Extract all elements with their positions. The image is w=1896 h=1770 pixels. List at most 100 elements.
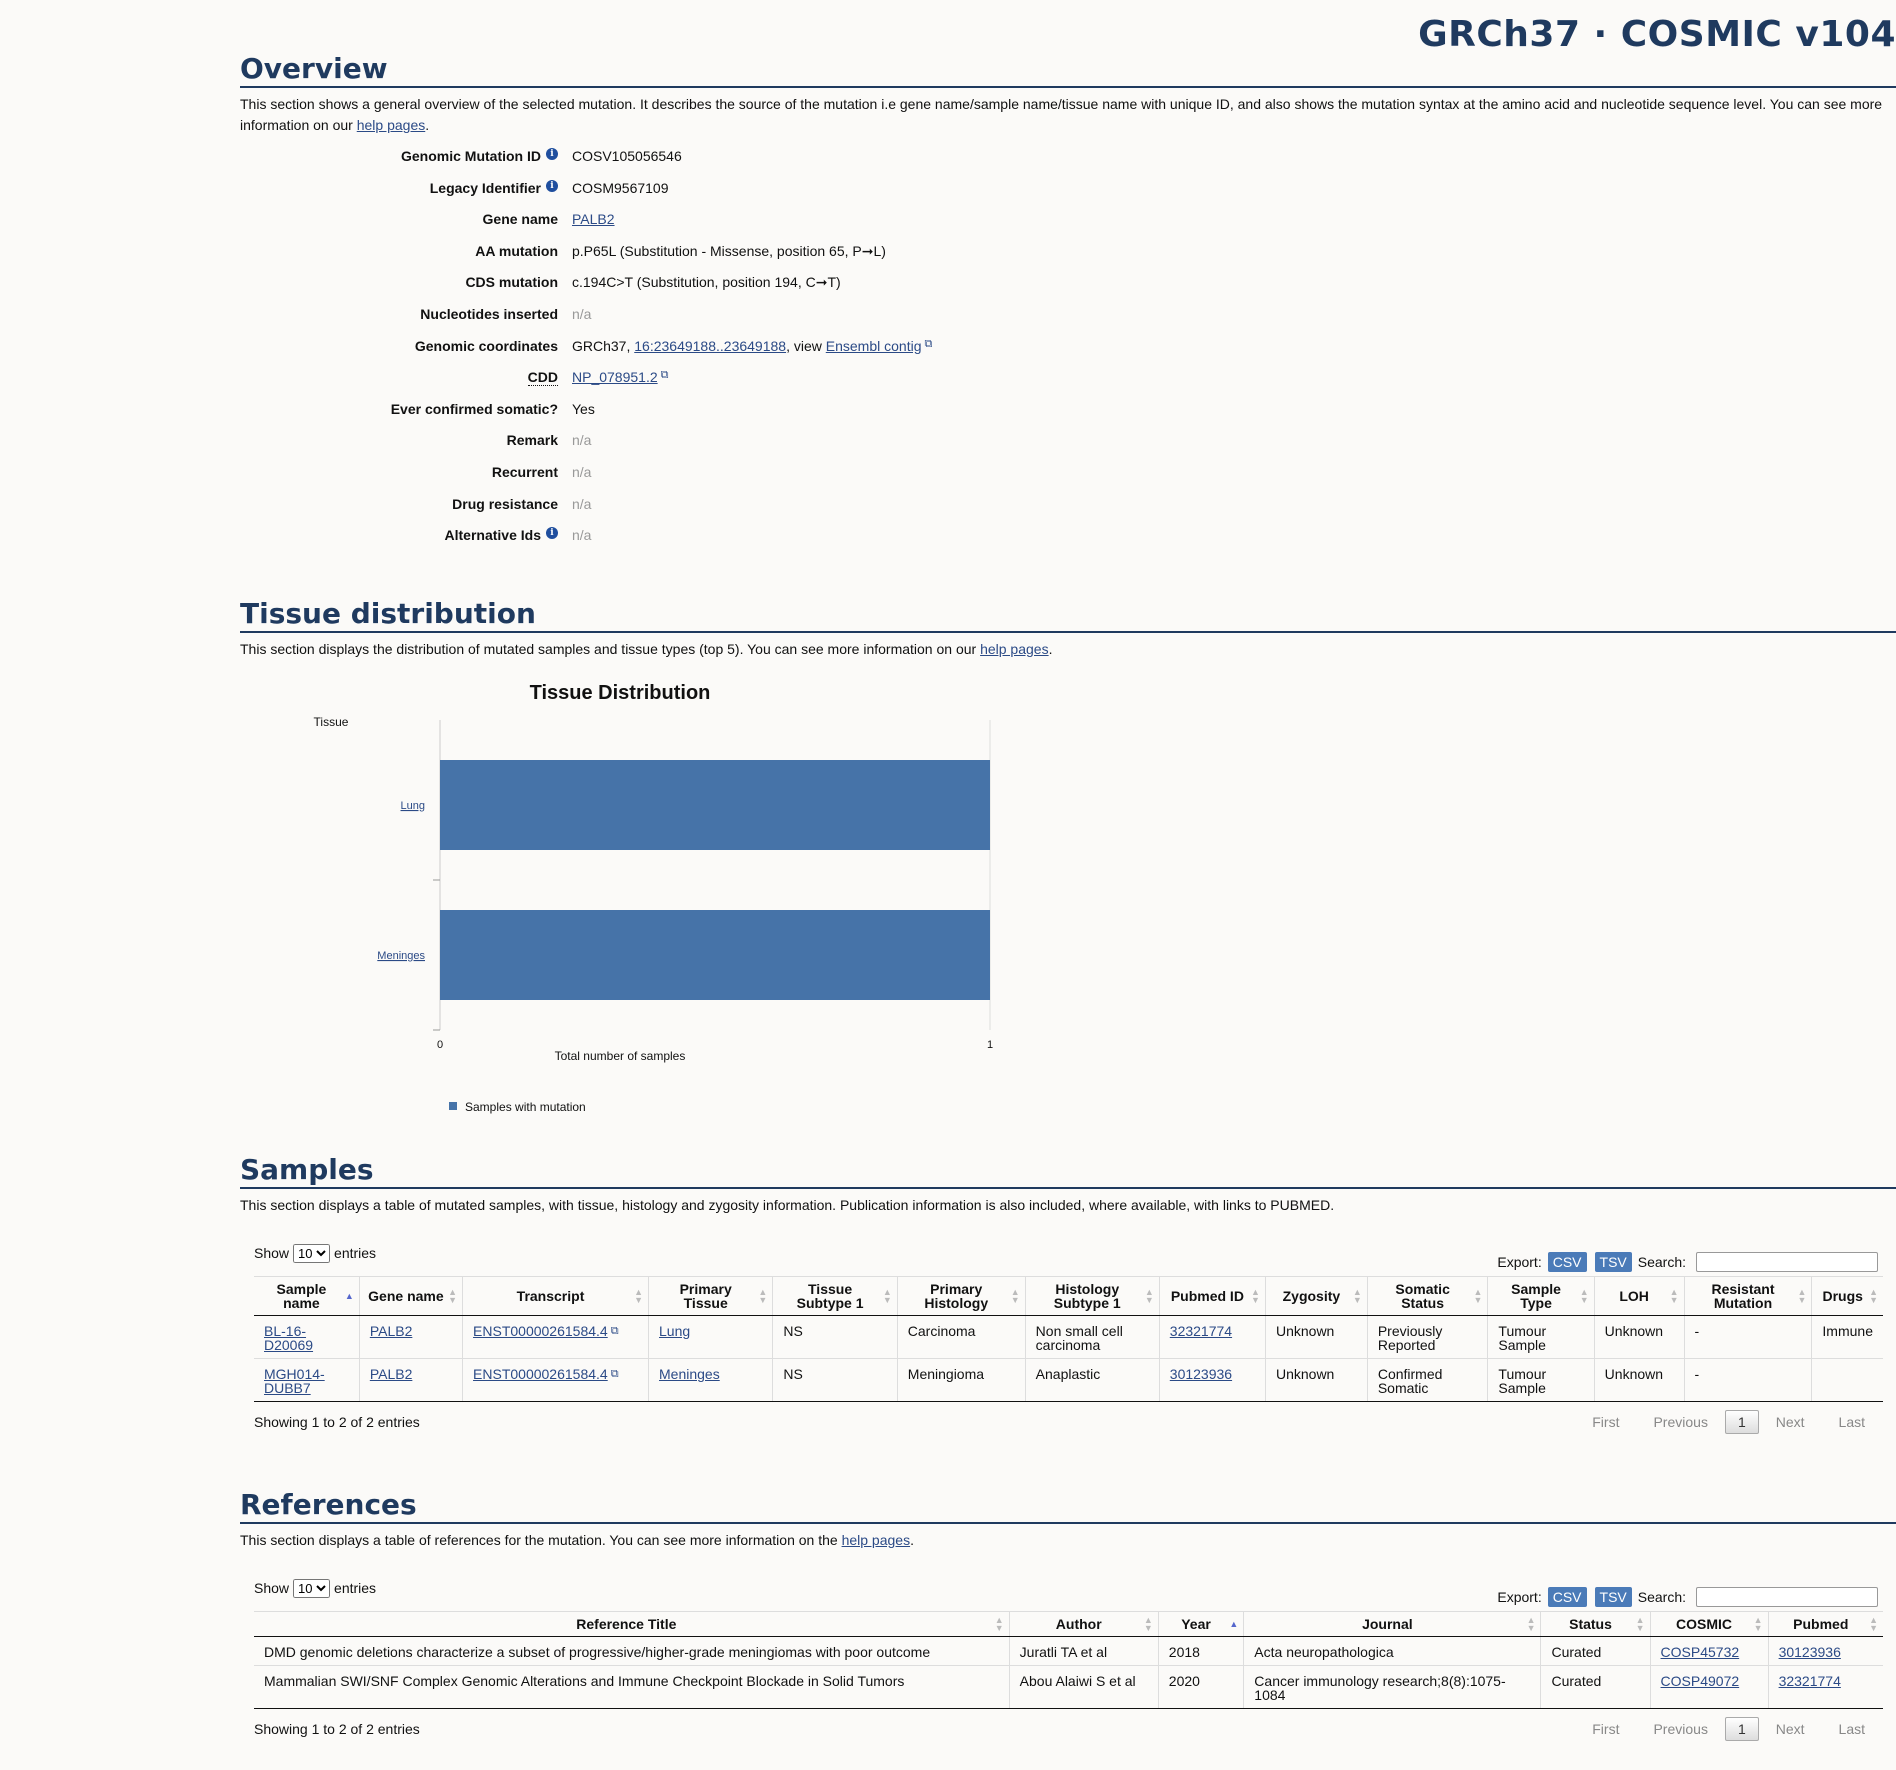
pager-last[interactable]: Last — [1838, 1721, 1865, 1737]
info-icon[interactable]: i — [546, 148, 558, 160]
column-header[interactable]: COSMIC ▲ ▼ — [1649, 1611, 1769, 1637]
table-cell: Unknown — [1593, 1315, 1685, 1359]
cell-link[interactable]: 32321774 — [1778, 1673, 1841, 1689]
column-header[interactable]: Author ▲ ▼ — [1008, 1611, 1159, 1637]
column-header[interactable]: Zygosity ▲ ▼ — [1264, 1276, 1368, 1316]
value-alternative-ids: n/a — [572, 527, 592, 544]
table-cell: Mammalian SWI/SNF Complex Genomic Altera… — [254, 1665, 1010, 1709]
genomic-coordinates-link[interactable]: 16:23649188..23649188 — [634, 337, 787, 354]
column-header[interactable]: Gene name ▲ ▼ — [358, 1276, 463, 1316]
ensembl-contig-link[interactable]: Ensembl contig — [825, 337, 922, 354]
pager-previous[interactable]: Previous — [1653, 1721, 1708, 1737]
cell-link[interactable]: ENST00000261584.4 — [473, 1323, 608, 1339]
overview-help-link[interactable]: help pages — [356, 117, 426, 133]
pager-first[interactable]: First — [1592, 1721, 1620, 1737]
column-header[interactable]: Primary Histology ▲ ▼ — [896, 1276, 1026, 1316]
cell-link[interactable]: BL-16-D20069 — [264, 1323, 314, 1353]
cell-text: Abou Alaiwi S et al — [1019, 1673, 1136, 1689]
cell-text: NS — [783, 1323, 803, 1339]
column-header[interactable]: Tissue Subtype 1 ▲ ▼ — [772, 1276, 898, 1316]
table-cell: 30123936 — [1767, 1636, 1883, 1666]
tissue-desc-end: . — [1048, 641, 1053, 657]
value-remark: n/a — [572, 432, 592, 449]
column-header[interactable]: LOH ▲ ▼ — [1593, 1276, 1685, 1316]
samples-length-select[interactable]: 10 — [293, 1243, 331, 1263]
column-header[interactable]: Primary Tissue ▲ ▼ — [648, 1276, 773, 1316]
row-cds-mutation: CDS mutation c.194C>T (Substitution, pos… — [240, 274, 1896, 306]
table-cell: Non small cell carcinoma — [1024, 1315, 1160, 1359]
table-cell: Unknown — [1593, 1358, 1685, 1402]
column-header[interactable]: Pubmed ID ▲ ▼ — [1158, 1276, 1266, 1316]
column-header[interactable]: Drugs ▲ ▼ — [1811, 1276, 1883, 1316]
column-header-label: Gene name — [368, 1288, 444, 1304]
overview-desc-text: This section shows a general overview of… — [240, 96, 1883, 133]
pager-first[interactable]: First — [1592, 1414, 1620, 1430]
label-nucleotides-inserted: Nucleotides inserted — [420, 305, 558, 322]
cell-text: - — [1694, 1323, 1700, 1339]
pager-current-page[interactable]: 1 — [1724, 1410, 1759, 1434]
cdd-link[interactable]: NP_078951.2 — [572, 369, 658, 386]
samples-search-input[interactable] — [1696, 1252, 1878, 1272]
samples-title: Samples — [240, 1153, 1896, 1189]
export-tsv-button[interactable]: TSV — [1594, 1252, 1632, 1272]
cell-link[interactable]: Meninges — [659, 1366, 720, 1382]
references-help-link[interactable]: help pages — [841, 1532, 911, 1548]
column-header[interactable]: Reference Title ▲ ▼ — [254, 1611, 1010, 1637]
export-label: Export: — [1497, 1589, 1542, 1605]
column-header[interactable]: Transcript ▲ ▼ — [462, 1276, 649, 1316]
cell-link[interactable]: MGH014-DUBB7 — [264, 1366, 325, 1396]
table-cell: 32321774 — [1158, 1315, 1266, 1359]
column-header[interactable]: Somatic Status ▲ ▼ — [1366, 1276, 1488, 1316]
pager-last[interactable]: Last — [1838, 1414, 1865, 1430]
cell-text: Unknown — [1275, 1366, 1335, 1382]
category-label-link[interactable]: Lung — [401, 800, 425, 812]
tissue-help-link[interactable]: help pages — [980, 641, 1049, 657]
info-icon[interactable]: i — [546, 179, 558, 192]
cell-link[interactable]: COSP49072 — [1660, 1673, 1740, 1689]
table-cell: COSP45732 — [1649, 1636, 1769, 1666]
cell-link[interactable]: Lung — [659, 1323, 691, 1339]
column-header[interactable]: Histology Subtype 1 ▲ ▼ — [1024, 1276, 1160, 1316]
cell-link[interactable]: COSP45732 — [1660, 1644, 1740, 1660]
column-header[interactable]: Status ▲ ▼ — [1540, 1611, 1651, 1637]
references-section: References This section displays a table… — [240, 1488, 1896, 1741]
info-icon[interactable]: i — [546, 527, 558, 540]
label-drug-resistance: Drug resistance — [452, 495, 558, 512]
cell-link[interactable]: PALB2 — [369, 1366, 413, 1382]
chart-title: Tissue Distribution — [530, 682, 711, 704]
table-cell: 32321774 — [1767, 1665, 1883, 1709]
pager-next[interactable]: Next — [1775, 1414, 1805, 1430]
row-nucleotides-inserted: Nucleotides inserted n/a — [240, 306, 1896, 338]
pager-previous[interactable]: Previous — [1653, 1414, 1708, 1430]
cell-link[interactable]: PALB2 — [369, 1323, 413, 1339]
column-header[interactable]: Sample name ▲ — [254, 1276, 360, 1316]
overview-details: Genomic Mutation ID i COSV105056546 Legac… — [240, 148, 1896, 559]
cell-link[interactable]: 30123936 — [1169, 1366, 1233, 1382]
export-tsv-button[interactable]: TSV — [1594, 1587, 1632, 1607]
samples-section: Samples This section displays a table of… — [240, 1153, 1896, 1434]
references-length-select[interactable]: 10 — [293, 1578, 331, 1598]
legend-swatch — [449, 1102, 457, 1110]
cell-link[interactable]: 30123936 — [1778, 1644, 1841, 1660]
column-header[interactable]: Year ▲ — [1157, 1611, 1244, 1637]
value-genomic-mutation-id: COSV105056546 — [572, 148, 682, 164]
column-header[interactable]: Sample Type ▲ ▼ — [1487, 1276, 1595, 1316]
sort-icon: ▲ ▼ — [634, 1287, 644, 1305]
value-recurrent: n/a — [572, 463, 592, 480]
cell-link[interactable]: ENST00000261584.4 — [473, 1366, 608, 1382]
column-header[interactable]: Resistant Mutation ▲ ▼ — [1683, 1276, 1812, 1316]
gene-name-link[interactable]: PALB2 — [572, 211, 615, 228]
pager-current-page[interactable]: 1 — [1724, 1717, 1759, 1741]
column-header[interactable]: Journal ▲ ▼ — [1243, 1611, 1541, 1637]
cell-link[interactable]: 32321774 — [1169, 1323, 1233, 1339]
category-label-link[interactable]: Meninges — [377, 950, 425, 962]
label-aa-mutation: AA mutation — [475, 242, 558, 259]
column-header[interactable]: Pubmed ▲ ▼ — [1767, 1611, 1883, 1637]
pager-next[interactable]: Next — [1775, 1721, 1805, 1737]
export-csv-button[interactable]: CSV — [1547, 1587, 1587, 1607]
references-search-input[interactable] — [1696, 1587, 1878, 1607]
export-csv-button[interactable]: CSV — [1547, 1252, 1587, 1272]
overview-desc-end: . — [425, 117, 430, 133]
cell-text: Tumour Sample — [1498, 1323, 1547, 1353]
bar — [440, 760, 990, 850]
